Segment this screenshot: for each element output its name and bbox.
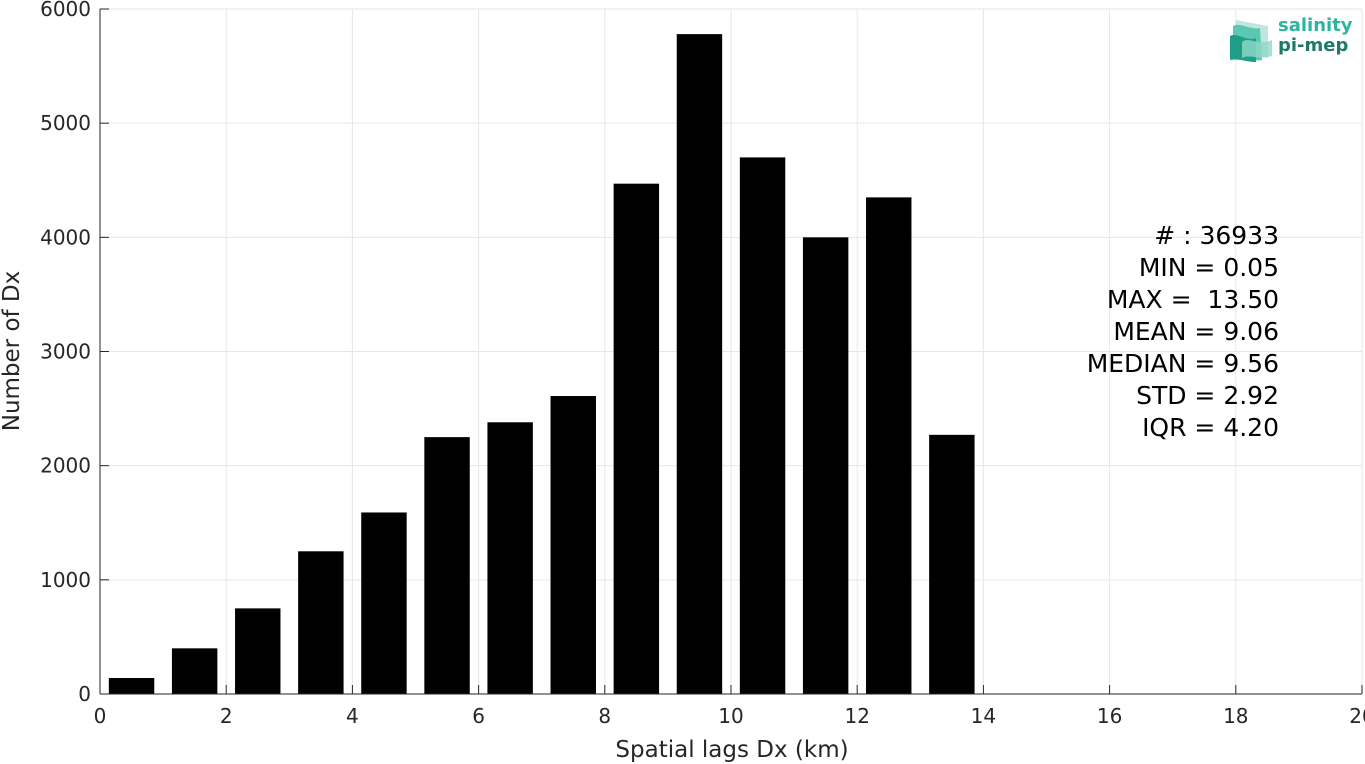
- y-tick-label: 6000: [40, 0, 91, 21]
- y-tick-label: 5000: [40, 111, 91, 135]
- x-tick-label: 8: [598, 704, 611, 728]
- logo-text-line2: pi-mep: [1278, 35, 1349, 56]
- bars: [108, 34, 975, 695]
- bar: [866, 197, 912, 694]
- x-tick-label: 12: [844, 704, 869, 728]
- logo-text: salinity pi-mep: [1278, 16, 1353, 56]
- x-tick-label: 4: [346, 704, 359, 728]
- stat-min: MIN = 0.05: [1138, 253, 1279, 282]
- y-tick-label: 4000: [40, 225, 91, 249]
- stat-iqr: IQR = 4.20: [1142, 413, 1279, 442]
- y-tick-label: 1000: [40, 568, 91, 592]
- y-axis-label: Number of Dx: [0, 271, 25, 432]
- x-tick-label: 0: [94, 704, 107, 728]
- y-tick-label: 0: [78, 682, 91, 706]
- bar: [929, 434, 975, 694]
- stat-median: MEDIAN = 9.56: [1086, 349, 1279, 378]
- x-tick-label: 2: [220, 704, 233, 728]
- bar: [171, 648, 218, 694]
- bar: [235, 608, 281, 694]
- stat-mean: MEAN = 9.06: [1113, 317, 1279, 346]
- bar: [739, 157, 786, 694]
- axes: [99, 8, 1363, 695]
- y-tick-label: 2000: [40, 454, 91, 478]
- stat-count: # : 36933: [1154, 221, 1279, 250]
- x-tick-label: 10: [718, 704, 743, 728]
- bar: [108, 678, 155, 694]
- bar: [802, 237, 849, 695]
- stat-max: MAX = 13.50: [1106, 285, 1279, 314]
- bar: [676, 34, 723, 695]
- x-tick-label: 6: [472, 704, 485, 728]
- logo-text-line1: salinity: [1278, 15, 1353, 36]
- bar: [298, 551, 344, 694]
- y-tick-label: 3000: [40, 340, 91, 364]
- x-tick-label: 20: [1349, 704, 1365, 728]
- wave-logo-icon: [1230, 20, 1272, 62]
- bar: [613, 183, 660, 695]
- bar: [361, 512, 407, 694]
- x-axis-label: Spatial lags Dx (km): [615, 737, 848, 763]
- stats-box: # : 36933 MIN = 0.05 MAX = 13.50 MEAN = …: [1087, 220, 1279, 444]
- salinity-pimep-logo: salinity pi-mep: [1228, 16, 1356, 64]
- bar: [550, 396, 596, 694]
- x-tick-label: 18: [1223, 704, 1248, 728]
- x-tick-labels: 0 2 4 6 8 10 12 14 16 18 20: [94, 704, 1365, 728]
- x-tick-label: 14: [971, 704, 996, 728]
- stat-std: STD = 2.92: [1136, 381, 1279, 410]
- bar: [487, 422, 533, 694]
- y-tick-labels: 0 1000 2000 3000 4000 5000 6000: [40, 0, 91, 706]
- bar: [424, 437, 470, 694]
- x-tick-label: 16: [1097, 704, 1122, 728]
